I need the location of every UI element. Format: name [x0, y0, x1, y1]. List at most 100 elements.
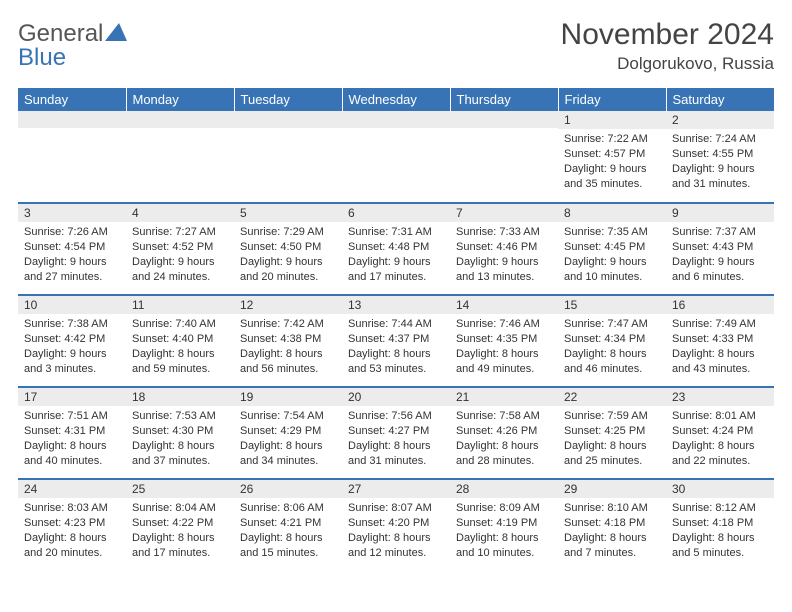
- day-cell: 1Sunrise: 7:22 AMSunset: 4:57 PMDaylight…: [558, 111, 666, 203]
- day-detail: Sunrise: 7:54 AMSunset: 4:29 PMDaylight:…: [234, 406, 342, 471]
- day-cell: 16Sunrise: 7:49 AMSunset: 4:33 PMDayligh…: [666, 295, 774, 387]
- day-cell: 13Sunrise: 7:44 AMSunset: 4:37 PMDayligh…: [342, 295, 450, 387]
- location: Dolgorukovo, Russia: [561, 54, 774, 74]
- day-number: 10: [18, 296, 126, 314]
- day-cell: 20Sunrise: 7:56 AMSunset: 4:27 PMDayligh…: [342, 387, 450, 479]
- day-detail: Sunrise: 7:22 AMSunset: 4:57 PMDaylight:…: [558, 129, 666, 194]
- day-cell: 4Sunrise: 7:27 AMSunset: 4:52 PMDaylight…: [126, 203, 234, 295]
- dayname-saturday: Saturday: [666, 88, 774, 111]
- day-number: 26: [234, 480, 342, 498]
- day-detail: Sunrise: 8:09 AMSunset: 4:19 PMDaylight:…: [450, 498, 558, 563]
- day-detail: Sunrise: 8:04 AMSunset: 4:22 PMDaylight:…: [126, 498, 234, 563]
- day-cell: 11Sunrise: 7:40 AMSunset: 4:40 PMDayligh…: [126, 295, 234, 387]
- day-cell: 22Sunrise: 7:59 AMSunset: 4:25 PMDayligh…: [558, 387, 666, 479]
- day-number: 12: [234, 296, 342, 314]
- day-number: 1: [558, 111, 666, 129]
- day-detail: Sunrise: 7:47 AMSunset: 4:34 PMDaylight:…: [558, 314, 666, 379]
- day-cell: 10Sunrise: 7:38 AMSunset: 4:42 PMDayligh…: [18, 295, 126, 387]
- day-detail: Sunrise: 7:29 AMSunset: 4:50 PMDaylight:…: [234, 222, 342, 287]
- day-cell: 7Sunrise: 7:33 AMSunset: 4:46 PMDaylight…: [450, 203, 558, 295]
- day-cell: [450, 111, 558, 203]
- day-number: 18: [126, 388, 234, 406]
- day-cell: 26Sunrise: 8:06 AMSunset: 4:21 PMDayligh…: [234, 479, 342, 571]
- dayname-friday: Friday: [558, 88, 666, 111]
- day-cell: 24Sunrise: 8:03 AMSunset: 4:23 PMDayligh…: [18, 479, 126, 571]
- day-cell: 2Sunrise: 7:24 AMSunset: 4:55 PMDaylight…: [666, 111, 774, 203]
- day-number: 5: [234, 204, 342, 222]
- day-cell: 3Sunrise: 7:26 AMSunset: 4:54 PMDaylight…: [18, 203, 126, 295]
- dayname-thursday: Thursday: [450, 88, 558, 111]
- day-number: 21: [450, 388, 558, 406]
- day-detail: Sunrise: 7:31 AMSunset: 4:48 PMDaylight:…: [342, 222, 450, 287]
- day-detail: Sunrise: 7:59 AMSunset: 4:25 PMDaylight:…: [558, 406, 666, 471]
- day-cell: 14Sunrise: 7:46 AMSunset: 4:35 PMDayligh…: [450, 295, 558, 387]
- day-number: 30: [666, 480, 774, 498]
- day-number: 17: [18, 388, 126, 406]
- calendar-table: SundayMondayTuesdayWednesdayThursdayFrid…: [18, 88, 774, 571]
- day-detail: Sunrise: 7:37 AMSunset: 4:43 PMDaylight:…: [666, 222, 774, 287]
- dayname-monday: Monday: [126, 88, 234, 111]
- day-number: [126, 111, 234, 128]
- day-number: [234, 111, 342, 128]
- day-detail: Sunrise: 7:24 AMSunset: 4:55 PMDaylight:…: [666, 129, 774, 194]
- day-number: 24: [18, 480, 126, 498]
- day-number: 14: [450, 296, 558, 314]
- logo: General Blue: [18, 18, 127, 70]
- day-detail: Sunrise: 7:38 AMSunset: 4:42 PMDaylight:…: [18, 314, 126, 379]
- day-detail: Sunrise: 7:49 AMSunset: 4:33 PMDaylight:…: [666, 314, 774, 379]
- day-number: 15: [558, 296, 666, 314]
- day-detail: Sunrise: 7:27 AMSunset: 4:52 PMDaylight:…: [126, 222, 234, 287]
- day-cell: [234, 111, 342, 203]
- title-block: November 2024 Dolgorukovo, Russia: [561, 18, 774, 74]
- day-detail: Sunrise: 8:03 AMSunset: 4:23 PMDaylight:…: [18, 498, 126, 563]
- dayname-tuesday: Tuesday: [234, 88, 342, 111]
- day-detail: Sunrise: 8:07 AMSunset: 4:20 PMDaylight:…: [342, 498, 450, 563]
- day-cell: 25Sunrise: 8:04 AMSunset: 4:22 PMDayligh…: [126, 479, 234, 571]
- day-cell: [18, 111, 126, 203]
- day-cell: 8Sunrise: 7:35 AMSunset: 4:45 PMDaylight…: [558, 203, 666, 295]
- day-cell: 23Sunrise: 8:01 AMSunset: 4:24 PMDayligh…: [666, 387, 774, 479]
- day-cell: 29Sunrise: 8:10 AMSunset: 4:18 PMDayligh…: [558, 479, 666, 571]
- day-number: 8: [558, 204, 666, 222]
- day-number: 2: [666, 111, 774, 129]
- dayname-row: SundayMondayTuesdayWednesdayThursdayFrid…: [18, 88, 774, 111]
- day-cell: 27Sunrise: 8:07 AMSunset: 4:20 PMDayligh…: [342, 479, 450, 571]
- month-title: November 2024: [561, 18, 774, 52]
- day-number: 11: [126, 296, 234, 314]
- calendar-body: 1Sunrise: 7:22 AMSunset: 4:57 PMDaylight…: [18, 111, 774, 571]
- day-detail: Sunrise: 7:44 AMSunset: 4:37 PMDaylight:…: [342, 314, 450, 379]
- day-detail: Sunrise: 7:26 AMSunset: 4:54 PMDaylight:…: [18, 222, 126, 287]
- day-number: 16: [666, 296, 774, 314]
- day-number: 19: [234, 388, 342, 406]
- day-cell: 15Sunrise: 7:47 AMSunset: 4:34 PMDayligh…: [558, 295, 666, 387]
- day-number: 27: [342, 480, 450, 498]
- day-detail: Sunrise: 7:33 AMSunset: 4:46 PMDaylight:…: [450, 222, 558, 287]
- day-number: 13: [342, 296, 450, 314]
- day-number: 28: [450, 480, 558, 498]
- day-cell: 19Sunrise: 7:54 AMSunset: 4:29 PMDayligh…: [234, 387, 342, 479]
- day-number: 20: [342, 388, 450, 406]
- day-detail: Sunrise: 7:51 AMSunset: 4:31 PMDaylight:…: [18, 406, 126, 471]
- dayname-wednesday: Wednesday: [342, 88, 450, 111]
- logo-text-gray: General: [18, 20, 103, 47]
- day-cell: 12Sunrise: 7:42 AMSunset: 4:38 PMDayligh…: [234, 295, 342, 387]
- logo-text-blue: Blue: [18, 44, 66, 71]
- day-number: 25: [126, 480, 234, 498]
- day-detail: Sunrise: 7:35 AMSunset: 4:45 PMDaylight:…: [558, 222, 666, 287]
- day-number: 23: [666, 388, 774, 406]
- day-number: 3: [18, 204, 126, 222]
- day-detail: Sunrise: 7:42 AMSunset: 4:38 PMDaylight:…: [234, 314, 342, 379]
- day-detail: Sunrise: 7:46 AMSunset: 4:35 PMDaylight:…: [450, 314, 558, 379]
- week-row: 17Sunrise: 7:51 AMSunset: 4:31 PMDayligh…: [18, 387, 774, 479]
- day-detail: Sunrise: 8:10 AMSunset: 4:18 PMDaylight:…: [558, 498, 666, 563]
- day-number: [450, 111, 558, 128]
- day-cell: 6Sunrise: 7:31 AMSunset: 4:48 PMDaylight…: [342, 203, 450, 295]
- day-cell: [342, 111, 450, 203]
- day-detail: Sunrise: 7:40 AMSunset: 4:40 PMDaylight:…: [126, 314, 234, 379]
- day-cell: 21Sunrise: 7:58 AMSunset: 4:26 PMDayligh…: [450, 387, 558, 479]
- week-row: 24Sunrise: 8:03 AMSunset: 4:23 PMDayligh…: [18, 479, 774, 571]
- day-number: 4: [126, 204, 234, 222]
- day-cell: 18Sunrise: 7:53 AMSunset: 4:30 PMDayligh…: [126, 387, 234, 479]
- week-row: 3Sunrise: 7:26 AMSunset: 4:54 PMDaylight…: [18, 203, 774, 295]
- day-cell: [126, 111, 234, 203]
